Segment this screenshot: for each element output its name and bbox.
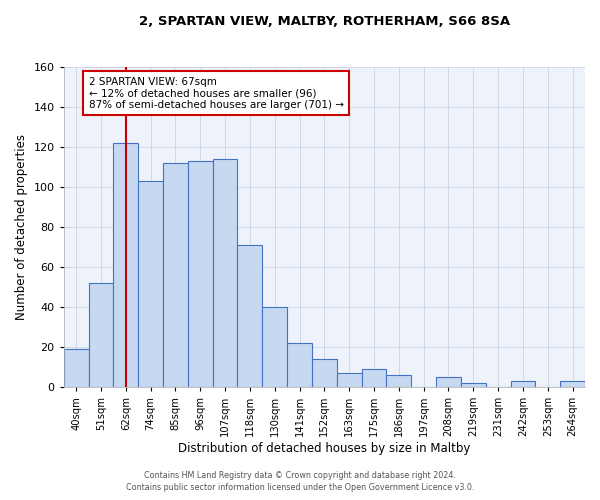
Bar — [287, 343, 312, 387]
Bar — [163, 163, 188, 387]
Bar — [560, 381, 585, 387]
Bar — [262, 307, 287, 387]
Bar — [362, 369, 386, 387]
Bar — [64, 349, 89, 387]
Bar — [89, 283, 113, 387]
Bar — [511, 381, 535, 387]
Bar — [212, 159, 238, 387]
Bar — [386, 375, 411, 387]
Bar — [461, 383, 486, 387]
Text: 2 SPARTAN VIEW: 67sqm
← 12% of detached houses are smaller (96)
87% of semi-deta: 2 SPARTAN VIEW: 67sqm ← 12% of detached … — [89, 76, 344, 110]
Bar — [188, 161, 212, 387]
Text: Contains HM Land Registry data © Crown copyright and database right 2024.
Contai: Contains HM Land Registry data © Crown c… — [126, 471, 474, 492]
Y-axis label: Number of detached properties: Number of detached properties — [15, 134, 28, 320]
Bar — [113, 143, 138, 387]
Bar — [337, 373, 362, 387]
Bar — [312, 359, 337, 387]
Bar — [238, 245, 262, 387]
Bar — [436, 377, 461, 387]
Title: 2, SPARTAN VIEW, MALTBY, ROTHERHAM, S66 8SA: 2, SPARTAN VIEW, MALTBY, ROTHERHAM, S66 … — [139, 15, 510, 28]
X-axis label: Distribution of detached houses by size in Maltby: Distribution of detached houses by size … — [178, 442, 470, 455]
Bar — [138, 181, 163, 387]
